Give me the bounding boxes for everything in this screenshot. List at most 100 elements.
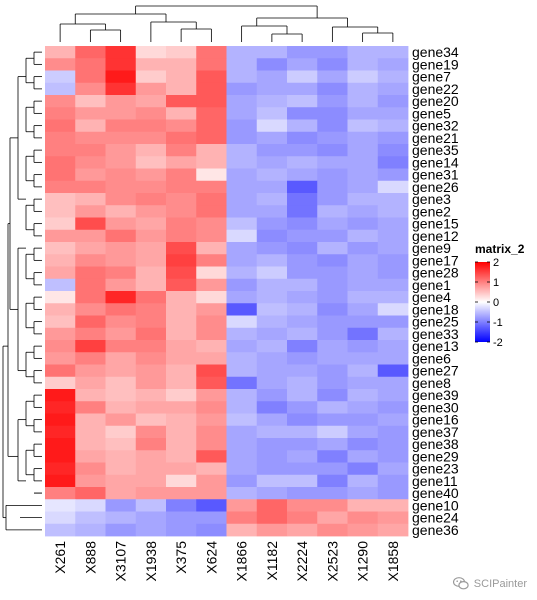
heatmap-cell [166,156,197,169]
heatmap-cell [166,119,197,133]
heatmap-cell [45,144,76,157]
heatmap-cell [45,229,76,243]
heatmap-cell [105,254,137,267]
heatmap-cell [105,168,137,182]
heatmap-cell [287,499,318,512]
heatmap-cell [45,242,76,255]
row-label: gene28 [412,265,459,281]
heatmap-cell [287,376,318,390]
heatmap-cell [166,425,197,439]
heatmap-cell [226,376,258,390]
heatmap-cell [166,266,197,280]
heatmap-cell [256,340,288,353]
heatmap-cell [226,389,258,402]
row-label: gene30 [412,399,459,415]
row-dendrogram [2,51,42,531]
heatmap-cell [75,303,106,316]
heatmap-cell [256,144,288,157]
heatmap-cell [196,425,227,439]
heatmap-cell [196,450,227,463]
heatmap-cell [226,107,258,120]
heatmap-cell [75,217,106,231]
heatmap-cell [347,474,379,488]
heatmap-cell [105,327,137,341]
heatmap-cell [256,278,288,292]
heatmap-cell [347,217,379,231]
heatmap-cell [226,193,258,206]
heatmap-cell [166,205,197,218]
column-label: X1866 [234,541,250,582]
heatmap-cell [317,413,348,427]
heatmap-cell [45,131,76,145]
heatmap-cell [45,205,76,218]
heatmap-cell [196,487,227,500]
heatmap-cell [75,46,106,59]
heatmap-cell [196,413,227,427]
heatmap-cell [287,180,318,194]
heatmap-cell [347,523,379,537]
heatmap-cell [135,278,167,292]
color-legend: matrix_2 2 1 0 -1 -2 [475,242,525,349]
heatmap-cell [287,131,318,145]
heatmap-cell [287,340,318,353]
heatmap-cell [105,278,137,292]
row-label: gene38 [412,436,459,452]
heatmap-cell [105,58,137,71]
heatmap-cell [287,278,318,292]
heatmap-cell [226,156,258,169]
heatmap-cell [377,364,409,378]
heatmap-cell [347,70,379,84]
heatmap-cell [317,82,348,96]
heatmap-cell [226,46,258,59]
heatmap-cell [105,364,137,378]
heatmap-cell [75,131,106,145]
heatmap-cell [287,229,318,243]
heatmap-cell [317,499,348,512]
heatmap-cell [105,46,137,59]
heatmap-cell [256,82,288,96]
heatmap-cell [135,229,167,243]
heatmap-cell [196,217,227,231]
row-label: gene16 [412,412,459,428]
heatmap-cell [166,352,197,365]
heatmap-cell [196,266,227,280]
heatmap-cell [196,389,227,402]
heatmap-cell [105,499,137,512]
heatmap-cell [196,376,227,390]
heatmap-cell [166,70,197,84]
heatmap-cell [45,340,76,353]
heatmap-cell [256,217,288,231]
heatmap-cell [45,450,76,463]
row-label: gene33 [412,326,459,342]
heatmap-cell [166,180,197,194]
heatmap-cell [377,340,409,353]
row-label: gene24 [412,510,459,526]
heatmap-cell [226,487,258,500]
legend-tick-label: 2 [493,257,499,269]
heatmap-cell [226,144,258,157]
heatmap-cell [45,438,76,451]
heatmap-cell [347,487,379,500]
heatmap-cell [347,291,379,304]
legend-tick-label: -2 [493,337,503,349]
heatmap-cell [226,499,258,512]
heatmap-cell [166,278,197,292]
heatmap-cell [377,462,409,476]
heatmap-cell [287,58,318,71]
heatmap-cell [196,242,227,255]
heatmap-cell [347,205,379,218]
heatmap-cell [347,340,379,353]
heatmap-cell [166,217,197,231]
heatmap-cell [166,254,197,267]
heatmap-cell [287,425,318,439]
row-label: gene34 [412,44,459,60]
heatmap-cell [226,352,258,365]
heatmap-cell [166,168,197,182]
heatmap-cell [377,266,409,280]
heatmap-cell [135,303,167,316]
heatmap-cell [226,462,258,476]
heatmap-cells [45,46,409,537]
heatmap-cell [226,438,258,451]
heatmap-cell [377,499,409,512]
row-label: gene36 [412,522,459,538]
